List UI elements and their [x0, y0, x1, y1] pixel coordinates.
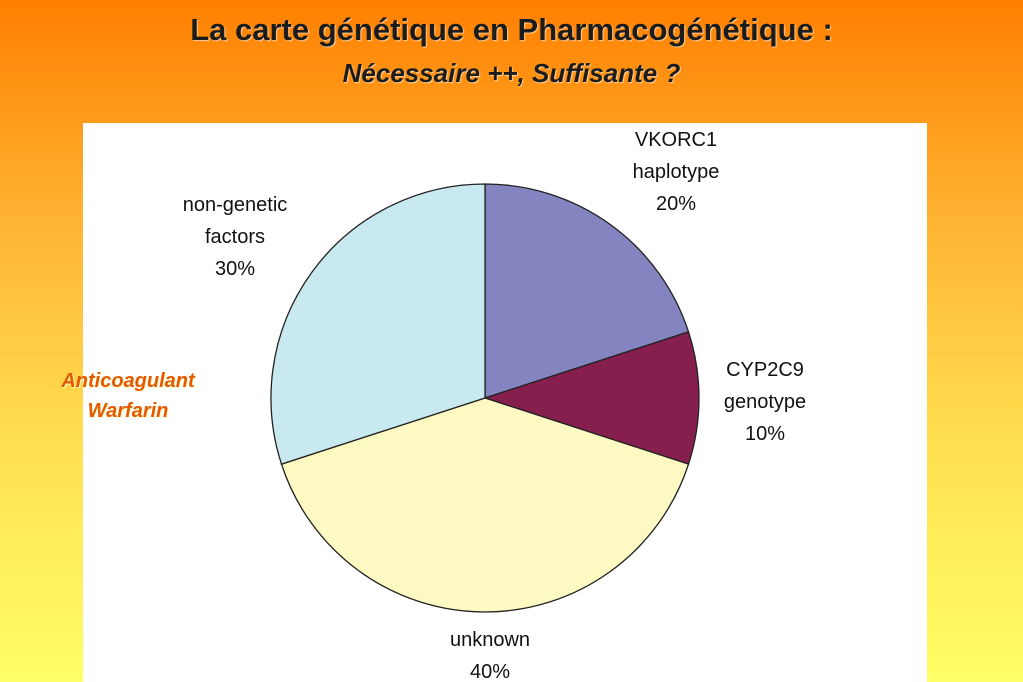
value-label: 40%	[469, 661, 511, 682]
category-label: unknown	[449, 629, 531, 651]
value-label: 30%	[214, 258, 256, 280]
slide-title: La carte génétique en Pharmacogénétique …	[190, 12, 833, 47]
slice-label: VKORC1 haplotype 20%	[616, 124, 736, 220]
slice-label: non-genetic factors 30%	[165, 189, 305, 285]
slice-label: CYP2C9 genotype 10%	[705, 354, 825, 450]
slice-label: unknown 40%	[410, 624, 570, 682]
pie-slice	[482, 331, 700, 465]
slide-subtitle: Nécessaire ++, Suffisante ?	[342, 58, 681, 88]
annotation: Anticoagulant Warfarin	[61, 370, 195, 422]
pie-slice	[280, 397, 690, 613]
category-label: VKORC1 haplotype	[632, 129, 720, 183]
value-label: 10%	[744, 423, 786, 445]
pie-slice	[270, 183, 486, 465]
category-label: CYP2C9 genotype	[723, 359, 807, 413]
value-label: 20%	[655, 193, 697, 215]
pie-slice	[484, 183, 690, 399]
category-label: non-genetic factors	[182, 194, 288, 248]
